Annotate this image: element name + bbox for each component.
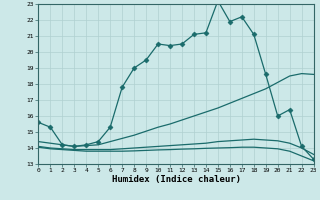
X-axis label: Humidex (Indice chaleur): Humidex (Indice chaleur) — [111, 175, 241, 184]
